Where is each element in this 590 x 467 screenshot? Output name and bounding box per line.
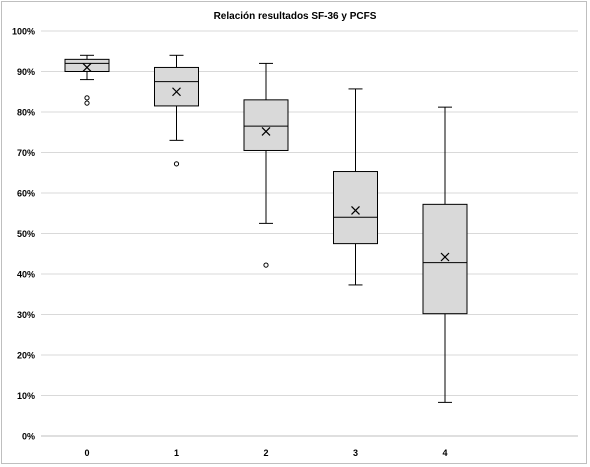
y-tick-label: 100% xyxy=(12,27,35,37)
mean-marker-stroke xyxy=(82,63,92,72)
x-tick-label: 2 xyxy=(263,448,268,458)
outlier-point xyxy=(263,262,269,268)
x-axis-tick-labels: 0 1 2 3 4 xyxy=(84,448,447,458)
box-group xyxy=(243,62,289,268)
box-group xyxy=(154,54,199,167)
box-group xyxy=(333,88,378,286)
outlier-point xyxy=(173,161,180,167)
y-axis-tick-labels: 0% 10% 20% 30% 40% 50% 60% 70% 80% 90% 100% xyxy=(12,27,35,442)
mean-marker-stroke xyxy=(351,205,360,215)
y-tick-label: 50% xyxy=(17,229,35,239)
x-tick-label: 3 xyxy=(353,448,358,458)
mean-marker-stroke xyxy=(261,127,271,136)
box-iqr xyxy=(243,99,289,151)
mean-marker xyxy=(261,127,271,136)
y-tick-label: 30% xyxy=(17,310,35,320)
box-iqr xyxy=(154,66,199,107)
mean-marker xyxy=(351,205,360,215)
chart-title: Relación resultados SF-36 y PCFS xyxy=(214,11,377,22)
x-tick-label: 4 xyxy=(442,448,447,458)
outlier-point xyxy=(84,95,90,101)
box-group xyxy=(422,106,468,403)
box-group xyxy=(64,54,110,106)
box-series xyxy=(64,54,468,403)
y-tick-label: 60% xyxy=(17,189,35,199)
x-tick-label: 1 xyxy=(174,448,179,458)
mean-marker-stroke xyxy=(172,87,181,97)
mean-marker xyxy=(440,252,450,262)
outlier-point xyxy=(84,100,90,106)
box-iqr xyxy=(64,58,110,72)
box-iqr xyxy=(422,203,468,315)
y-tick-label: 70% xyxy=(17,148,35,158)
y-tick-label: 20% xyxy=(17,351,35,361)
y-tick-label: 40% xyxy=(17,270,35,280)
box-iqr xyxy=(333,171,378,245)
mean-marker xyxy=(82,63,92,72)
y-tick-label: 90% xyxy=(17,67,35,77)
x-tick-label: 0 xyxy=(84,448,89,458)
grid-lines xyxy=(41,30,578,437)
y-tick-label: 80% xyxy=(17,108,35,118)
y-tick-label: 10% xyxy=(17,391,35,401)
mean-marker xyxy=(172,87,181,97)
y-tick-label: 0% xyxy=(22,432,35,442)
mean-marker-stroke xyxy=(440,252,450,262)
